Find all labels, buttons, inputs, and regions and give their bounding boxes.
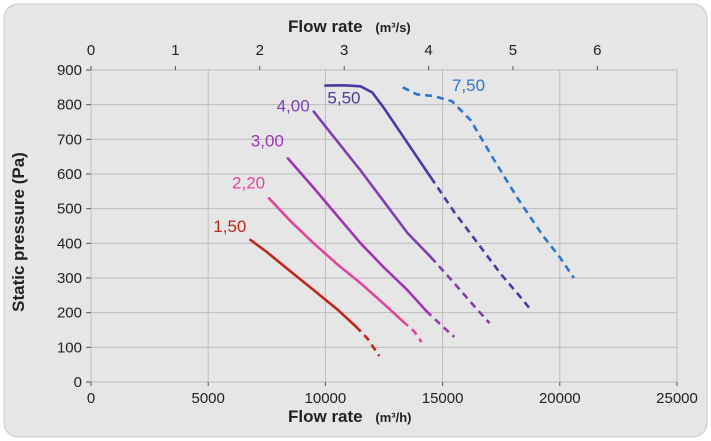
top-axis-title-text: Flow rate — [288, 17, 363, 36]
x-tick-label: 15000 — [422, 390, 464, 407]
y-tick-label: 0 — [74, 374, 82, 391]
series-line-solid — [286, 157, 428, 313]
x2-tick-label: 1 — [171, 42, 179, 59]
series-label: 3,00 — [251, 131, 284, 150]
x2-tick-label: 3 — [340, 42, 348, 59]
y-tick-label: 400 — [57, 235, 82, 252]
series-line-dashed — [401, 320, 423, 343]
series-line-solid — [324, 84, 433, 179]
x2-tick-label: 5 — [509, 42, 517, 59]
y-axis-title: Static pressure (Pa) — [9, 152, 28, 312]
x2-tick-label: 0 — [87, 42, 95, 59]
series-line-solid — [312, 110, 433, 259]
y-tick-label: 600 — [57, 166, 82, 183]
x-tick-label: 20000 — [539, 390, 581, 407]
y-tick-label: 200 — [57, 305, 82, 322]
series-line-dashed — [429, 256, 491, 324]
x2-axis-ticks: 0 1 2 3 4 5 6 — [87, 42, 602, 70]
x-tick-label: 5000 — [192, 390, 225, 407]
series-label: 1,50 — [213, 217, 246, 236]
series-label: 4,00 — [277, 97, 310, 116]
grid — [90, 69, 678, 383]
series-label: 2,20 — [232, 173, 265, 192]
series-label: 5,50 — [327, 89, 360, 108]
series-line-solid — [249, 238, 358, 328]
y-tick-label: 700 — [57, 131, 82, 148]
y-axis-ticks: 0 100 200 300 400 500 600 700 800 900 — [57, 62, 91, 391]
series-line-dashed — [429, 176, 533, 312]
x-tick-label: 25000 — [656, 390, 698, 407]
series-labels: 1,50 2,20 3,00 4,00 5,50 7,50 — [213, 76, 485, 236]
x-axis-ticks: 0 5000 10000 15000 20000 25000 — [87, 382, 698, 407]
series-line-dashed — [402, 86, 575, 279]
x-tick-label: 0 — [87, 390, 95, 407]
series-line-solid — [267, 197, 405, 323]
top-axis-unit: (m³/s) — [375, 20, 410, 35]
bottom-axis-title: Flow rate (m³/h) — [288, 407, 411, 426]
x2-tick-label: 6 — [593, 42, 601, 59]
x2-tick-label: 2 — [256, 42, 264, 59]
series-label: 7,50 — [452, 76, 485, 95]
x-tick-label: 10000 — [305, 390, 347, 407]
series-line-dashed — [354, 325, 381, 357]
y-tick-label: 100 — [57, 339, 82, 356]
y-tick-label: 800 — [57, 97, 82, 114]
y-tick-label: 300 — [57, 270, 82, 287]
series-lines — [249, 84, 575, 357]
plot-area — [90, 69, 678, 383]
bottom-axis-unit: (m³/h) — [375, 410, 411, 425]
bottom-axis-title-text: Flow rate — [288, 407, 363, 426]
y-tick-label: 500 — [57, 201, 82, 218]
top-axis-title: Flow rate (m³/s) — [288, 17, 411, 36]
x2-tick-label: 4 — [424, 42, 432, 59]
y-tick-label: 900 — [57, 62, 82, 79]
